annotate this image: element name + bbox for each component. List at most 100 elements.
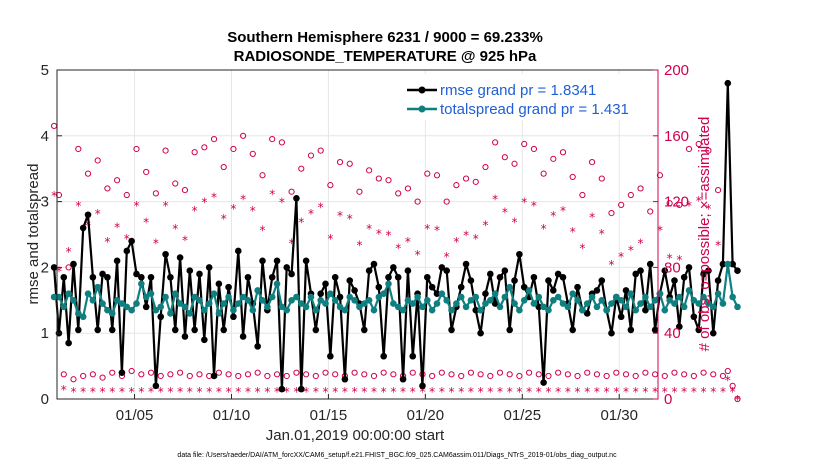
spread-point <box>525 287 533 294</box>
obs-assimilated-point: * <box>604 385 610 399</box>
obs-possible-point <box>695 140 702 148</box>
obs-possible-point <box>138 371 145 378</box>
obs-possible-point <box>191 149 198 156</box>
obs-possible-point <box>99 374 106 381</box>
rmse-point <box>152 382 160 390</box>
obs-assimilated-point: * <box>119 385 125 399</box>
obs-assimilated-point: * <box>75 199 81 213</box>
obs-possible-point <box>588 159 596 166</box>
obs-possible-point <box>647 208 654 215</box>
obs-assimilated-point: * <box>410 385 416 399</box>
rmse-point <box>162 250 169 258</box>
spread-point <box>695 300 703 307</box>
obs-assimilated-point: * <box>686 199 692 213</box>
obs-assimilated-point: * <box>342 385 348 399</box>
spread-point <box>680 303 688 311</box>
rmse-point <box>273 257 281 265</box>
obs-assimilated-point: * <box>138 385 144 399</box>
spread-point <box>230 306 237 314</box>
rmse-point <box>346 277 354 284</box>
obs-assimilated-point: * <box>129 385 135 399</box>
obs-assimilated-point: * <box>638 237 644 251</box>
obs-assimilated-point: * <box>104 235 110 249</box>
spread-point <box>167 310 174 317</box>
legend-spread-label: totalspread grand pr = 1.431 <box>440 101 629 118</box>
obs-assimilated-point: * <box>235 385 241 399</box>
rmse-point <box>375 283 383 291</box>
obs-possible-point <box>147 369 155 376</box>
obs-possible-point <box>84 170 92 177</box>
obs-possible-point <box>433 172 441 179</box>
rmse-point <box>535 303 543 311</box>
obs-assimilated-point: * <box>560 204 566 218</box>
spread-point <box>181 303 189 311</box>
obs-assimilated-point: * <box>599 227 605 241</box>
obs-assimilated-point: * <box>701 385 707 399</box>
obs-assimilated-point: * <box>352 385 358 399</box>
spread-point <box>268 293 276 301</box>
spread-point <box>239 293 247 301</box>
obs-assimilated-point: * <box>696 194 702 208</box>
rmse-point <box>220 326 228 334</box>
obs-assimilated-point: * <box>395 242 401 256</box>
left-tick-label: 1 <box>41 325 49 342</box>
obs-possible-point <box>240 132 247 139</box>
obs-assimilated-point: * <box>371 385 377 399</box>
spread-point <box>496 303 504 311</box>
obs-assimilated-point: * <box>526 385 532 399</box>
rmse-point <box>133 270 140 278</box>
spread-point <box>598 297 606 304</box>
spread-point <box>191 293 198 301</box>
obs-possible-point <box>303 371 310 378</box>
obs-assimilated-point: * <box>570 225 576 239</box>
rmse-point <box>365 267 373 274</box>
rmse-point <box>482 290 489 298</box>
rmse-point <box>390 264 397 271</box>
obs-possible-point <box>661 372 668 380</box>
spread-point <box>564 303 572 311</box>
obs-assimilated-point: * <box>734 393 740 407</box>
obs-possible-point <box>230 145 237 153</box>
obs-assimilated-point: * <box>226 385 232 399</box>
obs-assimilated-point: * <box>56 265 62 279</box>
spread-point <box>530 300 538 307</box>
obs-assimilated-point: * <box>613 385 619 399</box>
obs-possible-point <box>734 395 741 403</box>
spread-point <box>234 300 242 307</box>
spread-point <box>448 306 455 314</box>
obs-possible-point <box>458 372 465 380</box>
spread-point <box>550 297 557 304</box>
obs-possible-point <box>472 178 479 185</box>
spread-point <box>65 290 72 298</box>
rmse-point <box>719 260 727 268</box>
obs-assimilated-point: * <box>439 385 445 399</box>
spread-point <box>327 290 334 298</box>
obs-possible-point <box>593 371 601 378</box>
spread-point <box>593 303 601 311</box>
rmse-point <box>530 273 538 281</box>
rmse-point <box>637 267 644 274</box>
rmse-point <box>201 336 208 344</box>
spread-point <box>477 306 484 314</box>
obs-assimilated-point: * <box>618 250 624 264</box>
obs-possible-point <box>438 369 445 376</box>
rmse-point <box>157 313 165 321</box>
spread-point <box>157 303 165 311</box>
obs-possible-point <box>332 371 339 378</box>
obs-assimilated-point: * <box>289 237 295 251</box>
obs-possible-point <box>516 372 523 380</box>
rmse-point <box>617 313 625 321</box>
obs-possible-point <box>385 177 392 184</box>
obs-possible-point <box>298 165 305 172</box>
obs-assimilated-point: * <box>453 235 459 249</box>
spread-point <box>84 290 92 298</box>
obs-assimilated-point: * <box>124 232 130 246</box>
spread-point <box>705 300 712 307</box>
rmse-point <box>259 257 266 265</box>
obs-possible-point <box>80 372 87 380</box>
obs-assimilated-point: * <box>536 385 542 399</box>
x-tick-label: 01/25 <box>504 407 542 424</box>
rmse-point <box>181 333 189 340</box>
obs-possible-point <box>559 149 567 156</box>
spread-point <box>312 306 320 314</box>
